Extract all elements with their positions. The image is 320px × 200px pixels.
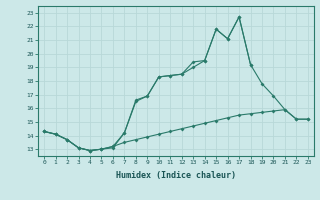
X-axis label: Humidex (Indice chaleur): Humidex (Indice chaleur) [116, 171, 236, 180]
